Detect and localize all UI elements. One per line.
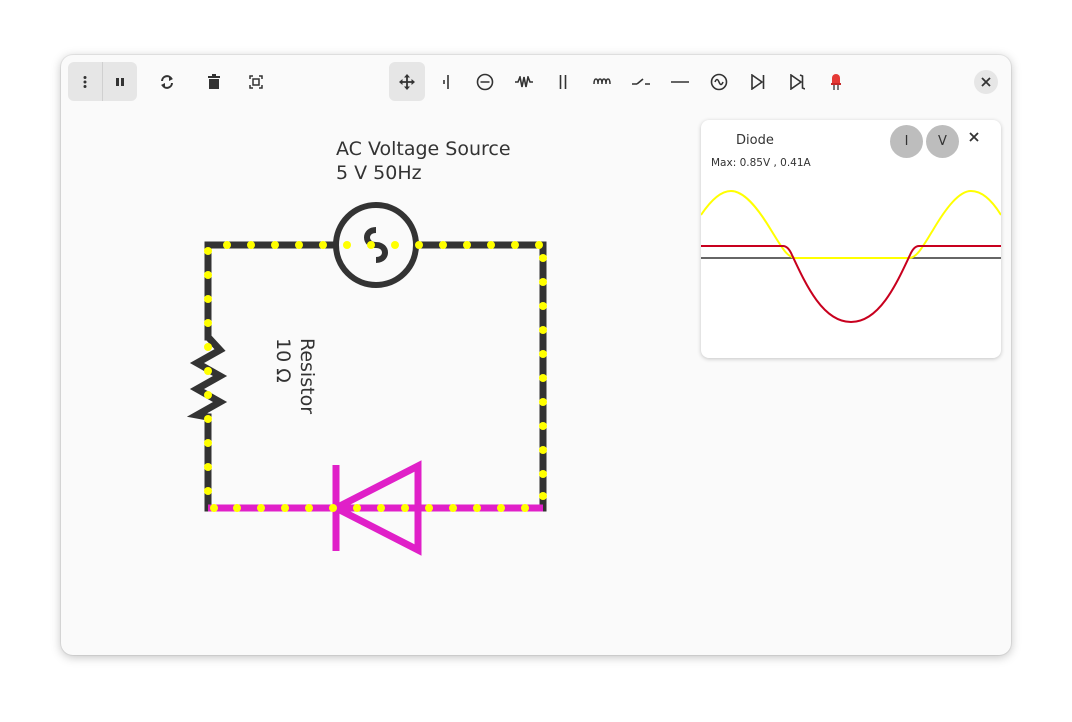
refresh-button[interactable] (149, 62, 185, 101)
inductor-icon (593, 77, 611, 84)
move-icon (399, 73, 415, 90)
scope-title: Diode (736, 133, 774, 148)
close-icon (969, 132, 979, 142)
resistor-name: Resistor (296, 338, 318, 414)
sim-controls-group (68, 62, 137, 101)
tool-dc-source[interactable] (428, 62, 464, 101)
tool-inductor[interactable] (584, 62, 620, 101)
close-icon (981, 77, 991, 87)
headerbar (61, 55, 1011, 109)
scope-voltage-trace (701, 245, 1001, 324)
pause-button[interactable] (103, 62, 137, 101)
tool-led[interactable] (818, 62, 854, 101)
vertical-dots-icon (83, 75, 87, 88)
scope-panel[interactable]: Diode Max: 0.85V , 0.41A I V (701, 120, 1001, 358)
scope-current-trace (701, 189, 1001, 259)
fit-view-button[interactable] (238, 62, 274, 101)
scope-max-readout: Max: 0.85V , 0.41A (711, 157, 811, 169)
tool-diode[interactable] (740, 62, 776, 101)
tool-switch[interactable] (623, 62, 659, 101)
refresh-icon (161, 74, 173, 89)
current-source-icon (476, 73, 494, 90)
scope-voltage-button[interactable]: V (926, 125, 959, 158)
capacitor-icon (559, 74, 567, 89)
wire-icon (671, 80, 689, 83)
menu-button[interactable] (68, 62, 102, 101)
tool-ac-source[interactable] (701, 62, 737, 101)
scope-close-button[interactable] (969, 132, 989, 152)
pause-icon (116, 77, 124, 86)
circuit-canvas[interactable] (61, 55, 1011, 655)
ac-source-icon (710, 73, 728, 90)
ac-source-label: AC Voltage Source 5 V 50Hz (336, 137, 511, 185)
tool-resistor[interactable] (506, 62, 542, 101)
current-dots (204, 241, 547, 512)
delete-button[interactable] (196, 62, 232, 101)
tool-wire[interactable] (662, 62, 698, 101)
tool-current-source[interactable] (467, 62, 503, 101)
battery-icon (443, 74, 449, 89)
ac-source-name: AC Voltage Source (336, 138, 511, 160)
tool-zener-diode[interactable] (779, 62, 815, 101)
diode-icon (751, 73, 765, 90)
tool-capacitor[interactable] (545, 62, 581, 101)
tool-move[interactable] (389, 62, 425, 101)
trash-icon (208, 73, 220, 89)
fit-screen-icon (249, 74, 263, 89)
resistor-label: Resistor 10 Ω (271, 338, 319, 414)
led-icon (831, 73, 841, 90)
resistor-icon (515, 75, 533, 87)
scope-graph (701, 189, 1001, 324)
scope-current-button[interactable]: I (890, 125, 923, 158)
button-separator (102, 62, 103, 101)
app-window: AC Voltage Source 5 V 50Hz Resistor 10 Ω (61, 55, 1011, 655)
ac-source-value: 5 V 50Hz (336, 162, 422, 184)
zener-icon (790, 73, 805, 90)
resistor-symbol[interactable] (186, 334, 228, 421)
switch-icon (632, 77, 650, 85)
window-close-button[interactable] (974, 70, 998, 94)
resistor-value: 10 Ω (272, 338, 294, 383)
